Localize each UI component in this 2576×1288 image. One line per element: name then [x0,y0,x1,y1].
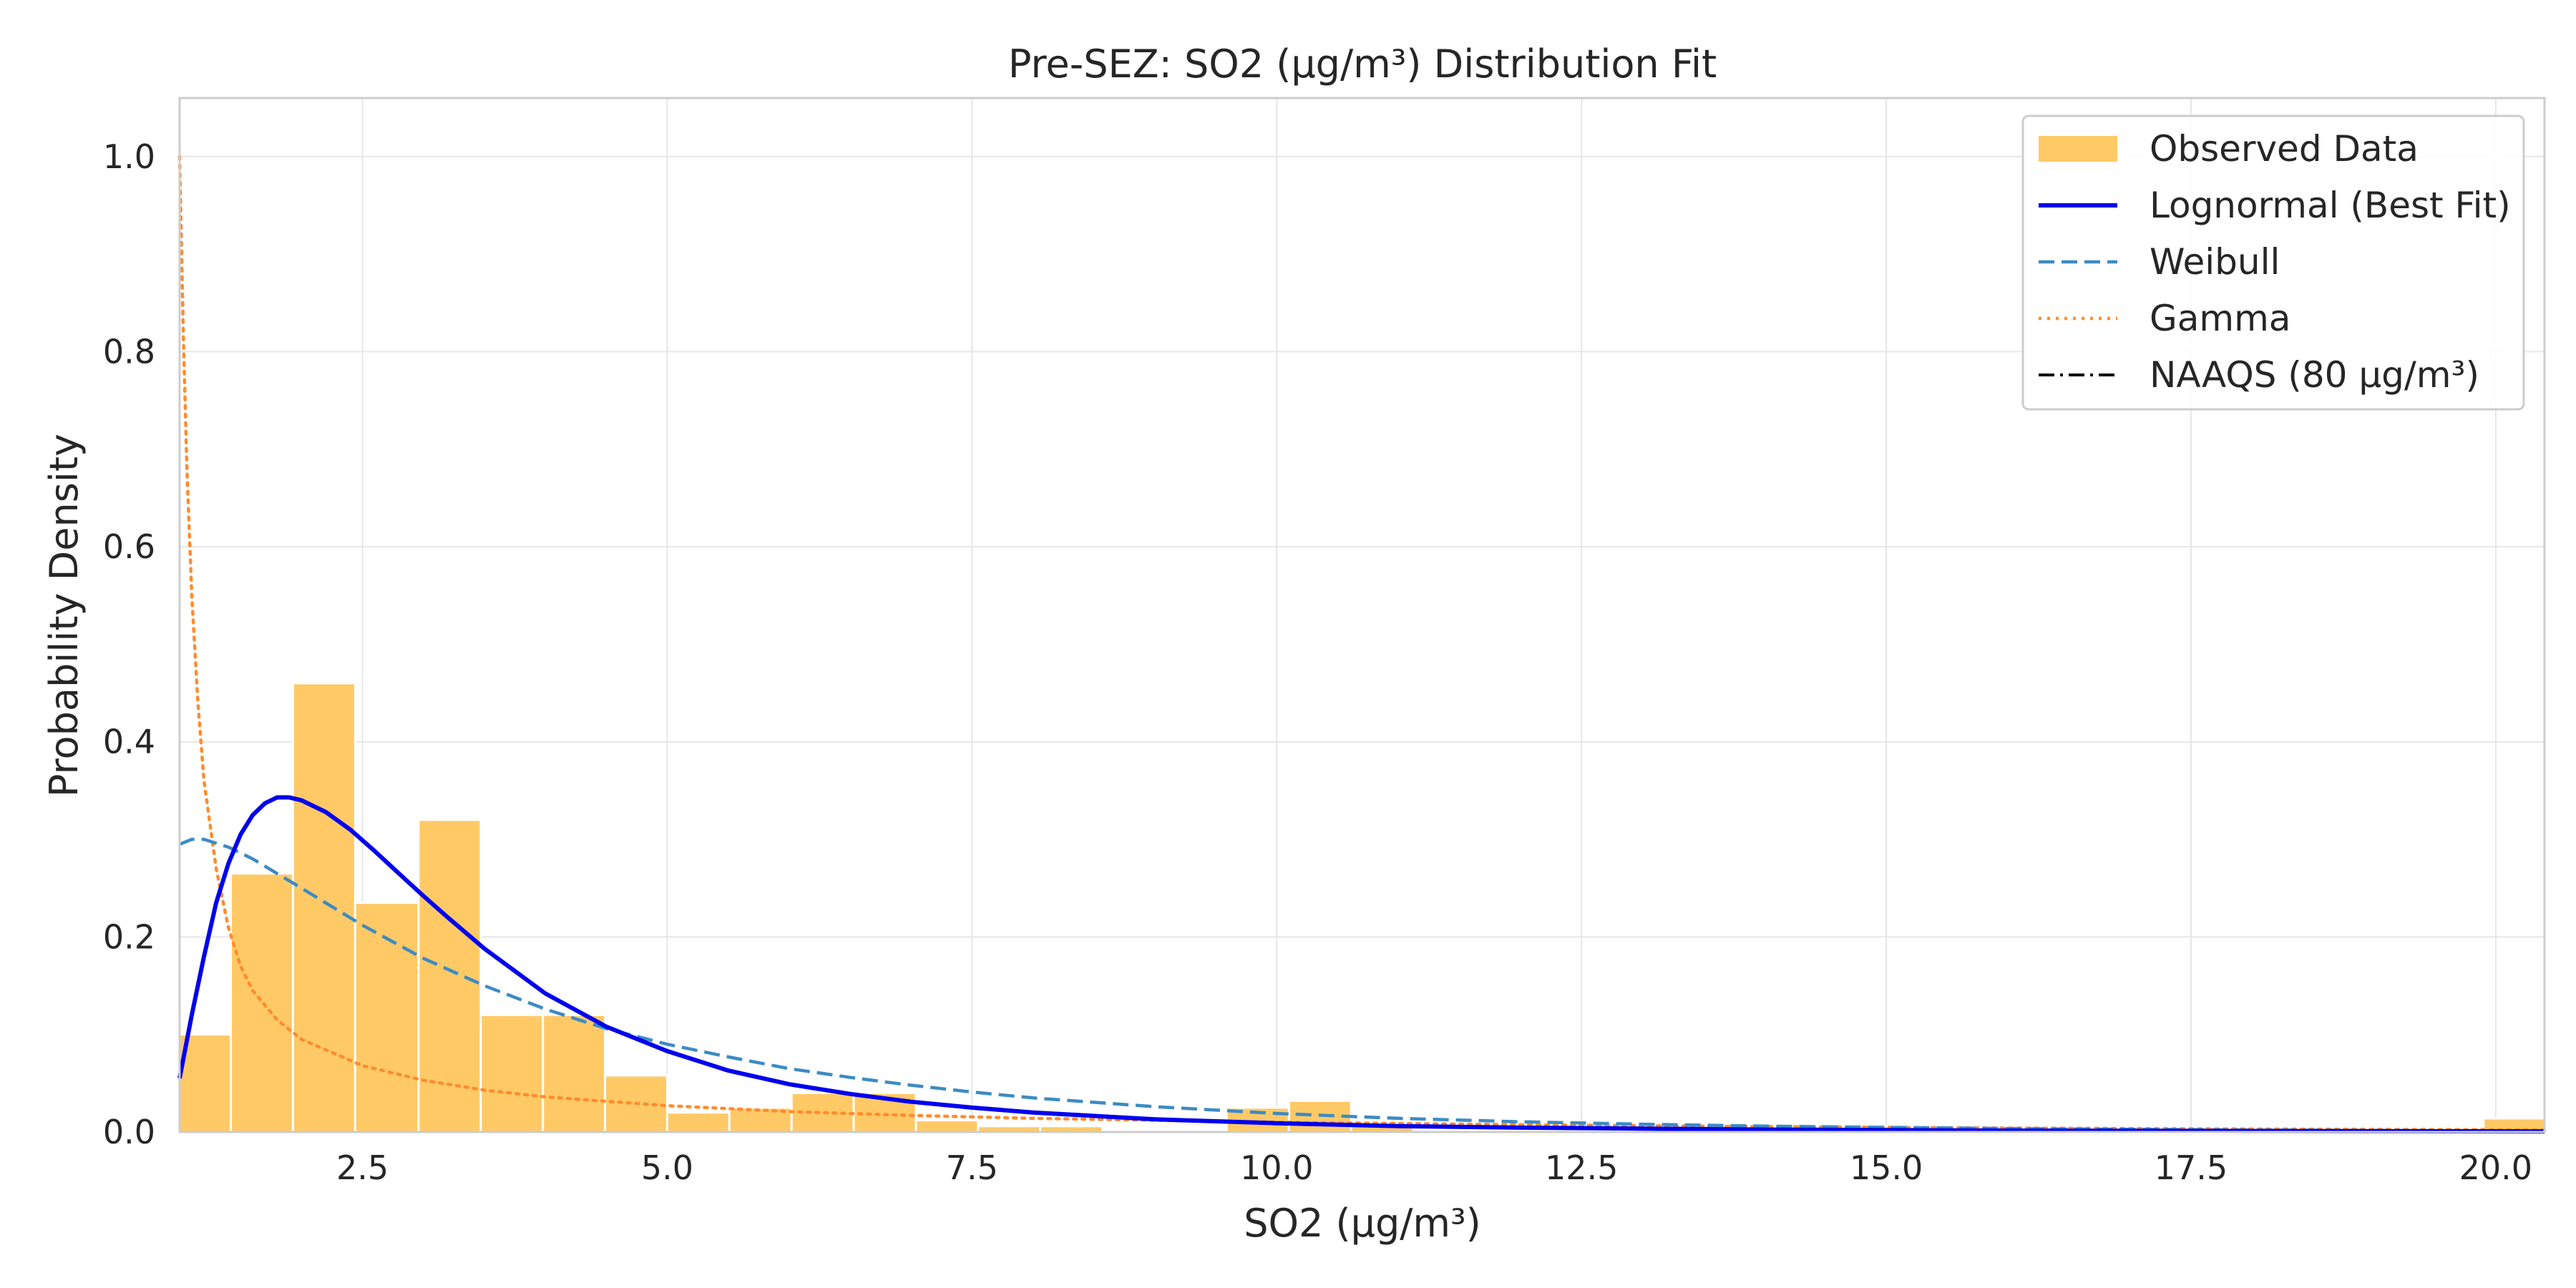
chart-title: Pre-SEZ: SO2 (μg/m³) Distribution Fit [1008,42,1717,87]
y-tick-label: 0.8 [103,332,155,371]
legend-label: Observed Data [2150,128,2419,170]
legend: Observed Data Lognormal (Best Fit) Weibull… [2021,114,2525,411]
plot-frame [178,97,2546,1133]
x-tick-label: 2.5 [336,1148,389,1187]
legend-swatch-observed [2039,136,2117,162]
histogram-bar [914,1119,980,1133]
y-tick-label: 0.2 [103,917,155,956]
fitted-curves [177,155,2547,1134]
y-tick-label: 1.0 [103,137,155,176]
series-line-lognormal-best-fit [177,795,2545,1134]
x-tick-label: 17.5 [2155,1148,2228,1187]
series-line-weibull [179,837,2545,1133]
legend-label: NAAQS (80 μg/m³) [2150,354,2479,396]
series-line-gamma [177,155,2547,1132]
histogram-bars [178,682,2546,1133]
x-axis-ticks: 2.5 5.0 7.5 10.0 12.5 15.0 17.5 20.0 [336,1148,2532,1187]
histogram-bar [291,682,356,1133]
x-axis-label: SO2 (μg/m³) [1244,1201,1481,1246]
legend-label: Gamma [2150,298,2290,339]
y-axis-ticks: 0.0 0.2 0.4 0.6 0.8 1.0 [103,137,155,1151]
histogram-bar [479,1013,545,1133]
x-tick-label: 7.5 [946,1148,998,1187]
x-tick-label: 15.0 [1850,1148,1923,1187]
y-tick-label: 0.4 [103,723,155,761]
x-tick-label: 20.0 [2459,1148,2532,1187]
legend-box [2021,114,2525,411]
legend-label: Weibull [2150,241,2280,283]
histogram-bar [542,1013,607,1133]
x-tick-label: 12.5 [1545,1148,1618,1187]
histogram-bar [665,1111,731,1133]
y-tick-label: 0.0 [103,1113,155,1151]
x-tick-label: 10.0 [1240,1148,1313,1187]
histogram-bar [230,872,294,1133]
y-axis-label: Probability Density [42,434,87,797]
x-tick-label: 5.0 [641,1148,693,1187]
histogram-bar [417,819,482,1133]
legend-label: Lognormal (Best Fit) [2150,185,2511,226]
y-tick-label: 0.6 [103,527,155,566]
